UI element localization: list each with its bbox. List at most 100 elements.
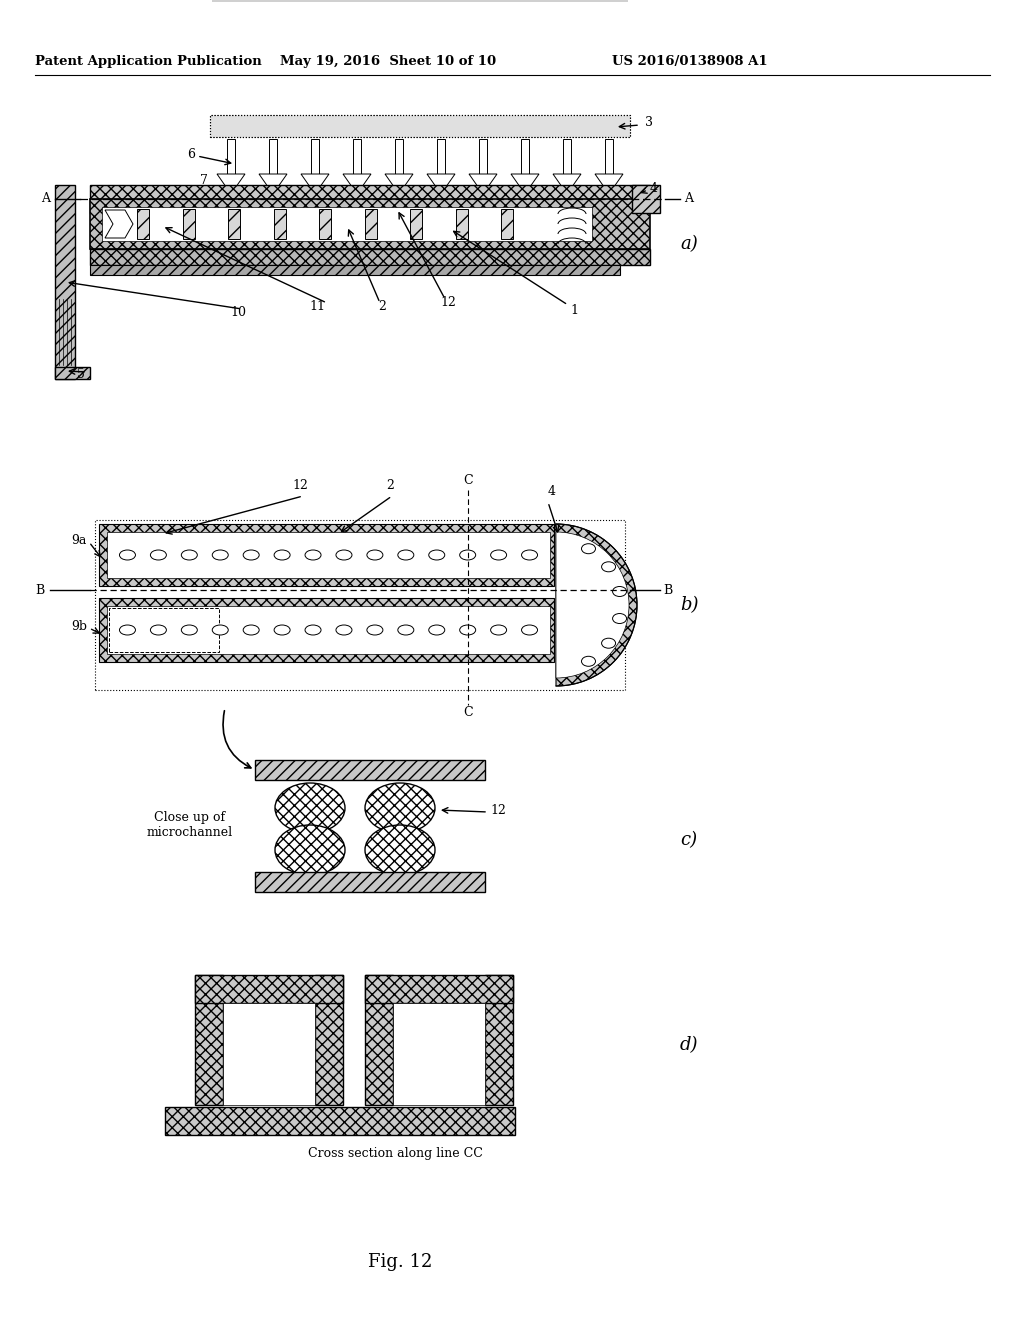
Ellipse shape — [275, 825, 345, 875]
Ellipse shape — [212, 550, 228, 560]
Ellipse shape — [429, 550, 444, 560]
Text: Patent Application Publication: Patent Application Publication — [35, 55, 261, 69]
Ellipse shape — [490, 550, 507, 560]
Ellipse shape — [612, 586, 627, 597]
Text: 2: 2 — [386, 479, 394, 492]
Bar — [521, 139, 529, 174]
Polygon shape — [469, 174, 497, 194]
Polygon shape — [595, 174, 623, 194]
Bar — [228, 209, 240, 239]
Ellipse shape — [274, 624, 290, 635]
Ellipse shape — [365, 825, 435, 875]
Text: b): b) — [680, 597, 698, 614]
Wedge shape — [556, 524, 637, 686]
Bar — [90, 199, 650, 249]
Polygon shape — [385, 174, 413, 194]
Ellipse shape — [601, 638, 615, 648]
Ellipse shape — [120, 550, 135, 560]
Bar — [90, 249, 650, 265]
Text: 9a: 9a — [72, 533, 87, 546]
Ellipse shape — [460, 550, 476, 560]
Text: 1: 1 — [570, 304, 578, 317]
Text: 6: 6 — [187, 148, 195, 161]
Text: 2: 2 — [378, 301, 386, 314]
Ellipse shape — [582, 656, 596, 667]
Polygon shape — [105, 210, 133, 238]
Bar — [90, 185, 650, 213]
Ellipse shape — [365, 783, 435, 833]
Bar — [365, 975, 393, 1105]
Text: B: B — [663, 583, 672, 597]
Text: a): a) — [680, 235, 697, 253]
Text: 12: 12 — [490, 804, 506, 817]
Ellipse shape — [336, 550, 352, 560]
Text: 9b: 9b — [71, 619, 87, 632]
Ellipse shape — [429, 624, 444, 635]
Ellipse shape — [274, 550, 290, 560]
Ellipse shape — [212, 624, 228, 635]
Text: Close up of
microchannel: Close up of microchannel — [146, 810, 233, 840]
Ellipse shape — [181, 624, 198, 635]
Ellipse shape — [151, 550, 166, 560]
Ellipse shape — [151, 624, 166, 635]
Text: US 2016/0138908 A1: US 2016/0138908 A1 — [612, 55, 768, 69]
Ellipse shape — [120, 624, 135, 635]
Bar — [319, 209, 331, 239]
Ellipse shape — [582, 544, 596, 553]
Bar — [502, 209, 513, 239]
Polygon shape — [427, 174, 455, 194]
Bar — [227, 139, 234, 174]
Bar — [395, 139, 403, 174]
Bar — [393, 1003, 485, 1105]
Polygon shape — [301, 174, 329, 194]
Text: A: A — [41, 193, 50, 206]
Ellipse shape — [367, 624, 383, 635]
Bar — [99, 524, 554, 586]
Ellipse shape — [397, 624, 414, 635]
Bar — [485, 975, 513, 1105]
Bar — [90, 265, 620, 275]
Ellipse shape — [243, 624, 259, 635]
Ellipse shape — [397, 550, 414, 560]
Bar — [182, 209, 195, 239]
Bar — [212, 0, 628, 3]
Ellipse shape — [460, 624, 476, 635]
Bar — [269, 139, 278, 174]
Text: 4: 4 — [548, 484, 556, 498]
Bar — [273, 209, 286, 239]
Text: 3: 3 — [645, 116, 653, 129]
Text: C: C — [463, 474, 473, 487]
Ellipse shape — [336, 624, 352, 635]
Bar — [109, 609, 219, 652]
Bar — [411, 209, 422, 239]
Bar — [365, 209, 377, 239]
Bar — [456, 209, 468, 239]
Bar — [165, 1107, 515, 1135]
Text: 12: 12 — [440, 297, 456, 309]
Bar — [195, 975, 223, 1105]
Bar — [55, 185, 75, 379]
Text: 5: 5 — [77, 367, 85, 380]
Bar — [210, 115, 630, 137]
Bar — [102, 207, 592, 242]
Text: Cross section along line CC: Cross section along line CC — [307, 1147, 482, 1160]
Bar — [99, 598, 554, 663]
Bar — [315, 975, 343, 1105]
Text: c): c) — [680, 832, 697, 849]
Polygon shape — [259, 174, 287, 194]
Ellipse shape — [305, 624, 322, 635]
Polygon shape — [217, 174, 245, 194]
Bar — [365, 975, 513, 1003]
Text: B: B — [36, 583, 45, 597]
Bar — [195, 975, 343, 1003]
Bar — [255, 760, 485, 780]
Bar — [479, 139, 487, 174]
Bar — [311, 139, 319, 174]
Text: d): d) — [680, 1036, 698, 1053]
Ellipse shape — [612, 614, 627, 623]
Bar — [137, 209, 150, 239]
Bar — [563, 139, 571, 174]
Ellipse shape — [275, 783, 345, 833]
Ellipse shape — [243, 550, 259, 560]
Bar — [605, 139, 613, 174]
